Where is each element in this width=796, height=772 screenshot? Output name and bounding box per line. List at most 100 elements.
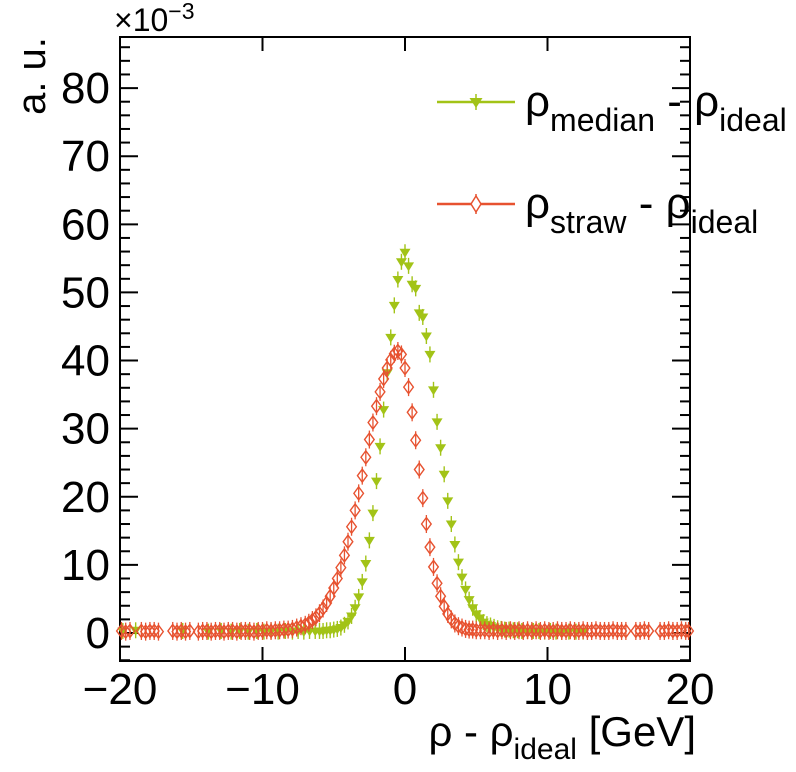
y-tick-label: 70 — [61, 132, 110, 181]
data-point-straw — [399, 360, 411, 376]
data-point-straw — [607, 622, 619, 638]
data-point-straw — [231, 623, 243, 640]
data-point-straw — [615, 623, 628, 639]
data-point-straw — [286, 621, 299, 637]
data-point-straw — [420, 516, 433, 532]
data-point-straw — [530, 622, 542, 638]
data-point-straw — [620, 623, 632, 639]
data-point-straw — [192, 623, 205, 640]
data-point-median — [371, 477, 382, 487]
legend-label-median: ρmedian - ρideal — [525, 77, 787, 138]
data-point-straw — [184, 623, 196, 639]
data-point-straw — [120, 623, 132, 640]
data-point-median — [378, 406, 390, 416]
data-point-straw — [226, 623, 239, 639]
data-point-straw — [577, 622, 589, 638]
data-point-straw — [360, 449, 372, 465]
data-point-straw — [417, 490, 429, 506]
data-point-straw — [269, 622, 281, 638]
data-point-straw — [291, 619, 303, 636]
data-point-straw — [135, 623, 148, 639]
data-point-straw — [598, 623, 611, 639]
data-point-straw — [124, 623, 136, 639]
data-point-straw — [374, 384, 386, 400]
data-point-straw — [248, 623, 260, 640]
filled-triangle-down-icon — [469, 98, 483, 108]
data-point-straw — [410, 432, 422, 448]
data-point-median — [442, 497, 454, 507]
data-point-straw — [214, 623, 226, 639]
data-point-straw — [167, 623, 179, 639]
data-point-straw — [643, 623, 655, 639]
data-point-straw — [634, 623, 646, 639]
legend-marker-median — [437, 94, 515, 110]
data-point-straw — [611, 623, 623, 639]
data-point-straw — [667, 623, 679, 639]
data-point-straw — [252, 623, 264, 639]
x-title-units: [GeV] — [576, 708, 696, 755]
data-point-median — [452, 558, 464, 568]
data-point-median — [460, 585, 472, 595]
data-point-straw — [338, 547, 351, 564]
data-point-straw — [196, 623, 209, 639]
data-point-median — [424, 350, 436, 360]
data-point-straw — [201, 623, 213, 639]
data-point-straw — [654, 623, 666, 639]
data-point-straw — [335, 559, 347, 576]
data-point-straw — [148, 623, 160, 639]
data-point-straw — [551, 622, 564, 638]
data-point-straw — [179, 623, 192, 640]
data-point-straw — [504, 622, 517, 638]
data-point-straw — [244, 623, 256, 639]
y-tick-label: 20 — [61, 473, 110, 522]
data-point-median — [456, 573, 468, 583]
data-point-median — [360, 560, 372, 570]
data-point-straw — [152, 623, 165, 640]
data-point-straw — [547, 623, 559, 639]
data-point-straw — [427, 559, 440, 575]
data-point-median — [410, 284, 422, 294]
data-point-straw — [205, 623, 217, 640]
data-point-straw — [556, 623, 568, 639]
data-point-straw — [517, 623, 529, 639]
data-point-straw — [406, 404, 418, 420]
data-point-straw — [353, 485, 365, 502]
data-point-straw — [538, 622, 551, 638]
legend-entry-median: ρmedian - ρideal — [437, 72, 787, 138]
x-title-main: ρ - ρ — [428, 708, 514, 755]
data-point-straw — [675, 622, 688, 638]
data-point-straw — [568, 623, 581, 639]
data-point-median — [388, 301, 400, 311]
data-point-straw — [564, 622, 576, 638]
data-point-straw — [586, 623, 598, 639]
data-point-median — [392, 275, 404, 285]
data-point-median — [367, 509, 379, 519]
data-point-straw — [560, 623, 572, 639]
x-tick-label: 0 — [393, 665, 417, 714]
data-point-straw — [521, 622, 534, 638]
data-point-median — [353, 593, 365, 603]
data-point-straw — [434, 588, 447, 604]
x-axis-title: ρ - ρideal [GeV] — [428, 708, 696, 766]
y-axis-power-label: ×10−3 — [114, 0, 195, 39]
data-point-straw — [342, 534, 354, 550]
data-point-median — [420, 332, 432, 342]
x-title-subscript: ideal — [513, 733, 577, 766]
data-point-straw — [509, 623, 521, 639]
data-point-straw — [479, 622, 491, 638]
data-point-straw — [261, 622, 273, 638]
legend-marker-straw — [437, 194, 515, 214]
legend-label-straw: ρstraw - ρideal — [525, 179, 759, 240]
data-point-straw — [402, 379, 415, 395]
data-point-straw — [474, 622, 487, 638]
data-point-median — [438, 470, 450, 480]
x-tick-label: −10 — [225, 665, 300, 714]
data-point-straw — [513, 622, 525, 638]
data-point-straw — [662, 622, 675, 638]
data-point-median — [346, 612, 358, 622]
y-tick-label: 10 — [61, 541, 110, 590]
x-tick-label: 20 — [666, 665, 715, 714]
y-tick-label: 40 — [61, 337, 110, 386]
y-tick-label: 30 — [61, 405, 110, 454]
